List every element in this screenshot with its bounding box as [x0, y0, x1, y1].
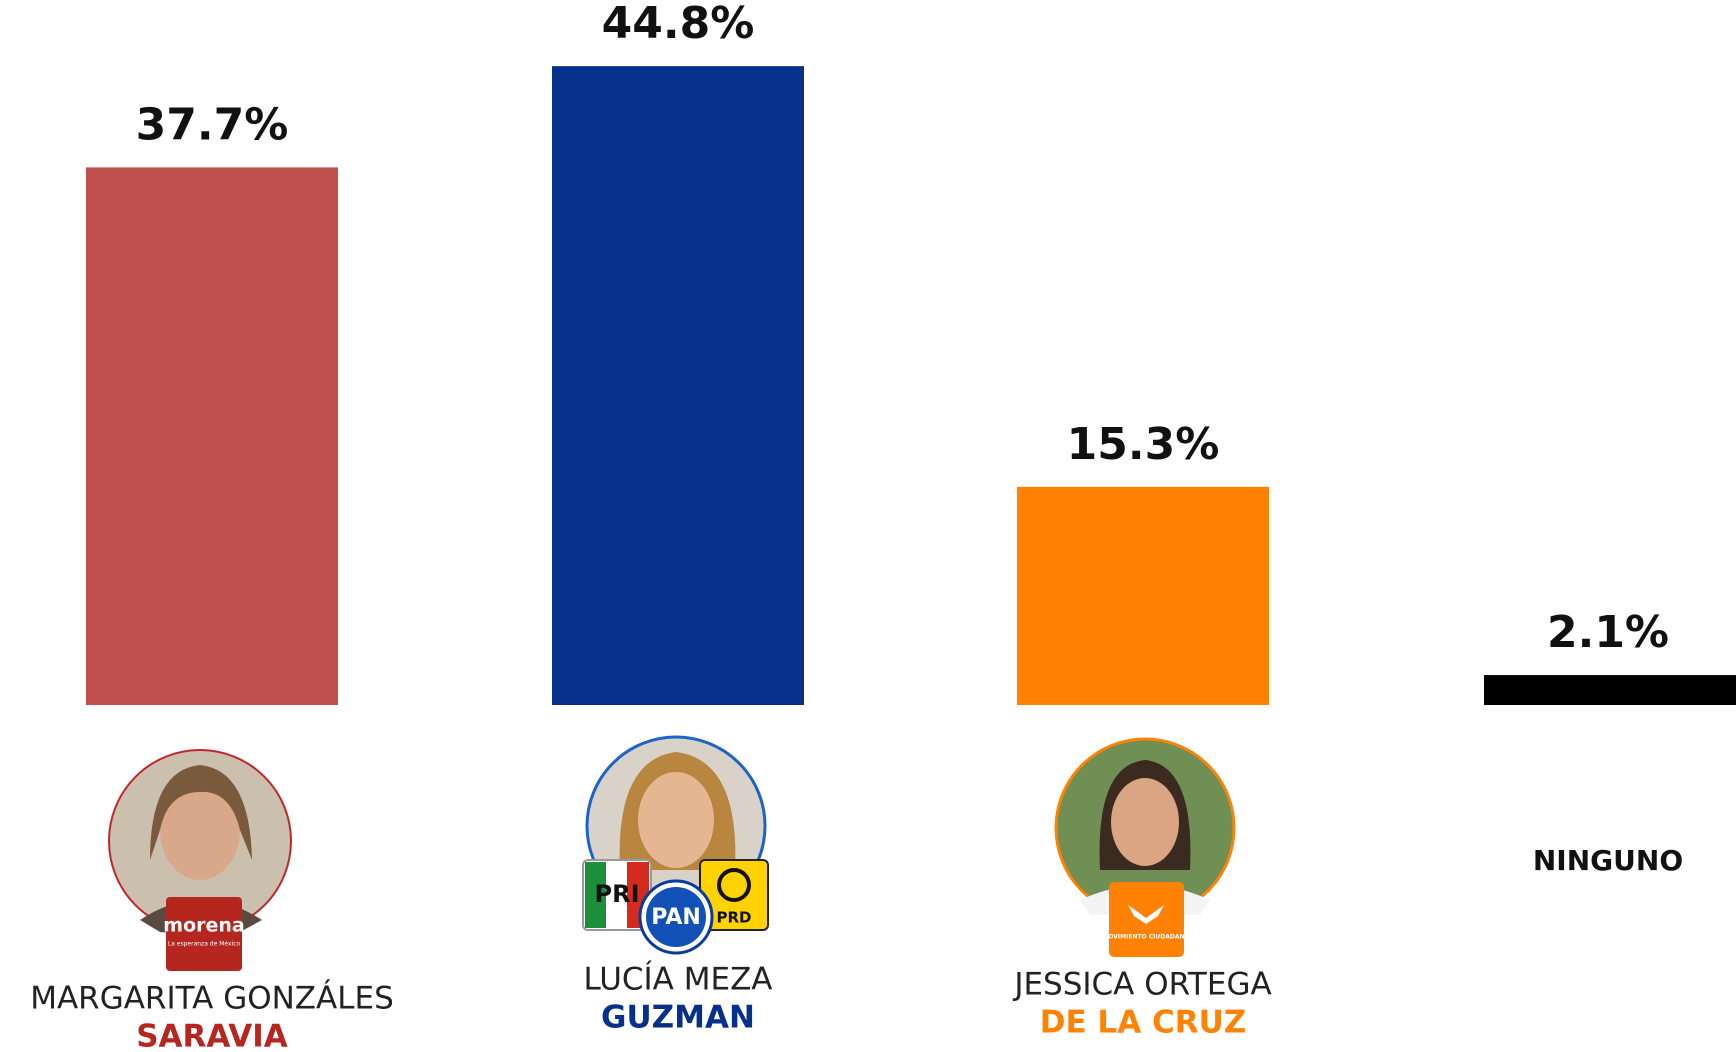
chart: morena La esperanza de México PRI PRD PA… — [0, 0, 1736, 1052]
logo-text: PRD — [717, 909, 752, 927]
bar — [86, 167, 338, 705]
category-label: NINGUNO — [1533, 844, 1683, 877]
category-surname: DE LA CRUZ — [1040, 1005, 1247, 1041]
category-label: LUCÍA MEZA — [583, 962, 772, 998]
logo-text: MOVIMIENTO CIUDADANO — [1102, 934, 1189, 941]
category-label: MARGARITA GONZÁLES — [30, 981, 394, 1017]
logo-text: PRI — [595, 880, 640, 908]
category-surname: GUZMAN — [601, 1000, 755, 1036]
value-label: 2.1% — [1547, 607, 1669, 658]
category-surname: SARAVIA — [136, 1019, 288, 1052]
party-logo: MOVIMIENTO CIUDADANO — [1102, 882, 1189, 957]
bar — [552, 66, 804, 705]
value-label: 37.7% — [136, 99, 289, 150]
category-label: JESSICA ORTEGA — [1012, 967, 1271, 1003]
value-label: 44.8% — [602, 0, 755, 49]
logo-text: morena — [163, 915, 244, 937]
bar — [1017, 487, 1269, 705]
bar — [1484, 675, 1736, 705]
logo-text: PAN — [651, 905, 701, 930]
value-label: 15.3% — [1067, 419, 1220, 470]
party-logo: morena La esperanza de México — [163, 897, 244, 971]
logo-text: La esperanza de México — [168, 941, 241, 948]
